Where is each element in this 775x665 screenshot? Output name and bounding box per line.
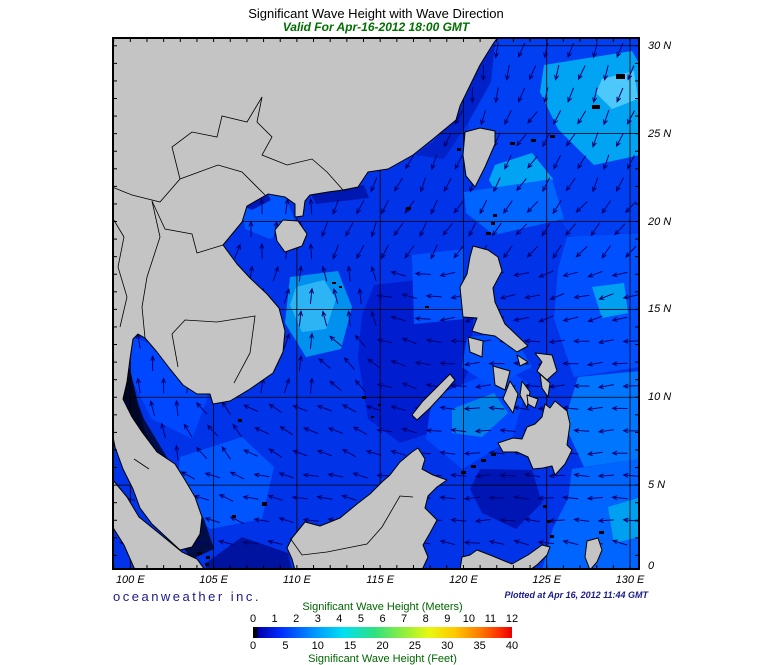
sulawesi-island xyxy=(459,544,551,571)
legend-tick: 9 xyxy=(444,613,451,625)
legend-tick: 40 xyxy=(505,640,519,652)
legend-tick: 30 xyxy=(441,640,454,652)
negros-island xyxy=(502,380,519,414)
legend-tick: 11 xyxy=(484,613,497,625)
legend-tick: 1 xyxy=(271,613,278,625)
lon-label: 110 E xyxy=(282,574,311,586)
small-islands xyxy=(197,74,625,566)
legend-tick: 10 xyxy=(311,640,324,652)
lon-label: 115 E xyxy=(366,574,395,586)
legend-meters-ticks: 0 1 2 3 4 5 6 7 8 9 10 11 12 xyxy=(249,613,518,626)
political-borders xyxy=(111,96,414,556)
legend-tick: 5 xyxy=(282,640,289,652)
luzon-island xyxy=(459,245,529,353)
lon-label: 120 E xyxy=(449,574,478,586)
lat-label: 0 xyxy=(648,559,655,572)
land-layer xyxy=(111,36,603,571)
masbate-island xyxy=(516,354,529,367)
legend-colorbar xyxy=(253,627,512,638)
legend-tick: 2 xyxy=(293,613,300,625)
lon-label: 100 E xyxy=(115,574,145,586)
legend-tick: 5 xyxy=(357,613,364,625)
legend-tick: 15 xyxy=(344,640,357,652)
legend-tick: 20 xyxy=(376,640,389,652)
plotted-timestamp: Plotted at Apr 16, 2012 11:44 GMT xyxy=(504,590,648,600)
mindoro-island xyxy=(467,336,484,358)
legend-tick: 4 xyxy=(336,613,343,625)
legend-tick: 0 xyxy=(249,640,257,652)
legend-tick: 7 xyxy=(401,613,408,625)
palawan-island xyxy=(411,373,456,421)
lon-label: 125 E xyxy=(532,574,562,586)
panay-island xyxy=(492,365,511,391)
borneo-island xyxy=(286,447,448,571)
legend-tick: 8 xyxy=(422,613,429,625)
sumatra-island xyxy=(111,478,206,571)
map-canvas xyxy=(111,36,640,571)
halmahera-island xyxy=(584,537,603,571)
valid-time-subtitle: Valid For Apr-16-2012 18:00 GMT xyxy=(282,20,470,34)
legend-feet-ticks: 0 5 10 15 20 25 30 35 40 xyxy=(249,640,518,653)
legend-tick: 35 xyxy=(473,640,486,652)
legend-tick: 0 xyxy=(249,613,257,625)
lat-label: 5 N xyxy=(648,479,666,492)
lon-label: 105 E xyxy=(199,574,228,586)
legend-tick: 3 xyxy=(314,613,321,625)
map-frame xyxy=(112,37,640,570)
bohol-island xyxy=(526,394,539,409)
leyte-island xyxy=(539,373,551,398)
oceanweather-logo-text: oceanweather inc. xyxy=(113,589,262,604)
lat-label: 25 N xyxy=(648,127,672,140)
lon-label: 130 E xyxy=(615,574,645,586)
legend-tick: 6 xyxy=(379,613,386,625)
lat-label: 20 N xyxy=(648,215,672,228)
lat-label: 10 N xyxy=(648,391,672,404)
legend-tick: 25 xyxy=(408,640,421,652)
mindanao-island xyxy=(497,400,573,476)
legend-tick: 10 xyxy=(462,613,475,625)
taiwan-island xyxy=(462,127,496,188)
legend-feet-title: Significant Wave Height (Feet) xyxy=(308,653,457,665)
lat-label: 30 N xyxy=(648,39,672,52)
page-title: Significant Wave Height with Wave Direct… xyxy=(248,6,504,21)
legend-meters-title: Significant Wave Height (Meters) xyxy=(302,601,463,613)
lat-label: 15 N xyxy=(648,303,672,316)
legend-tick: 12 xyxy=(505,613,519,625)
asia-mainland xyxy=(111,36,499,551)
map-area xyxy=(111,36,640,571)
hainan-island xyxy=(274,219,308,253)
